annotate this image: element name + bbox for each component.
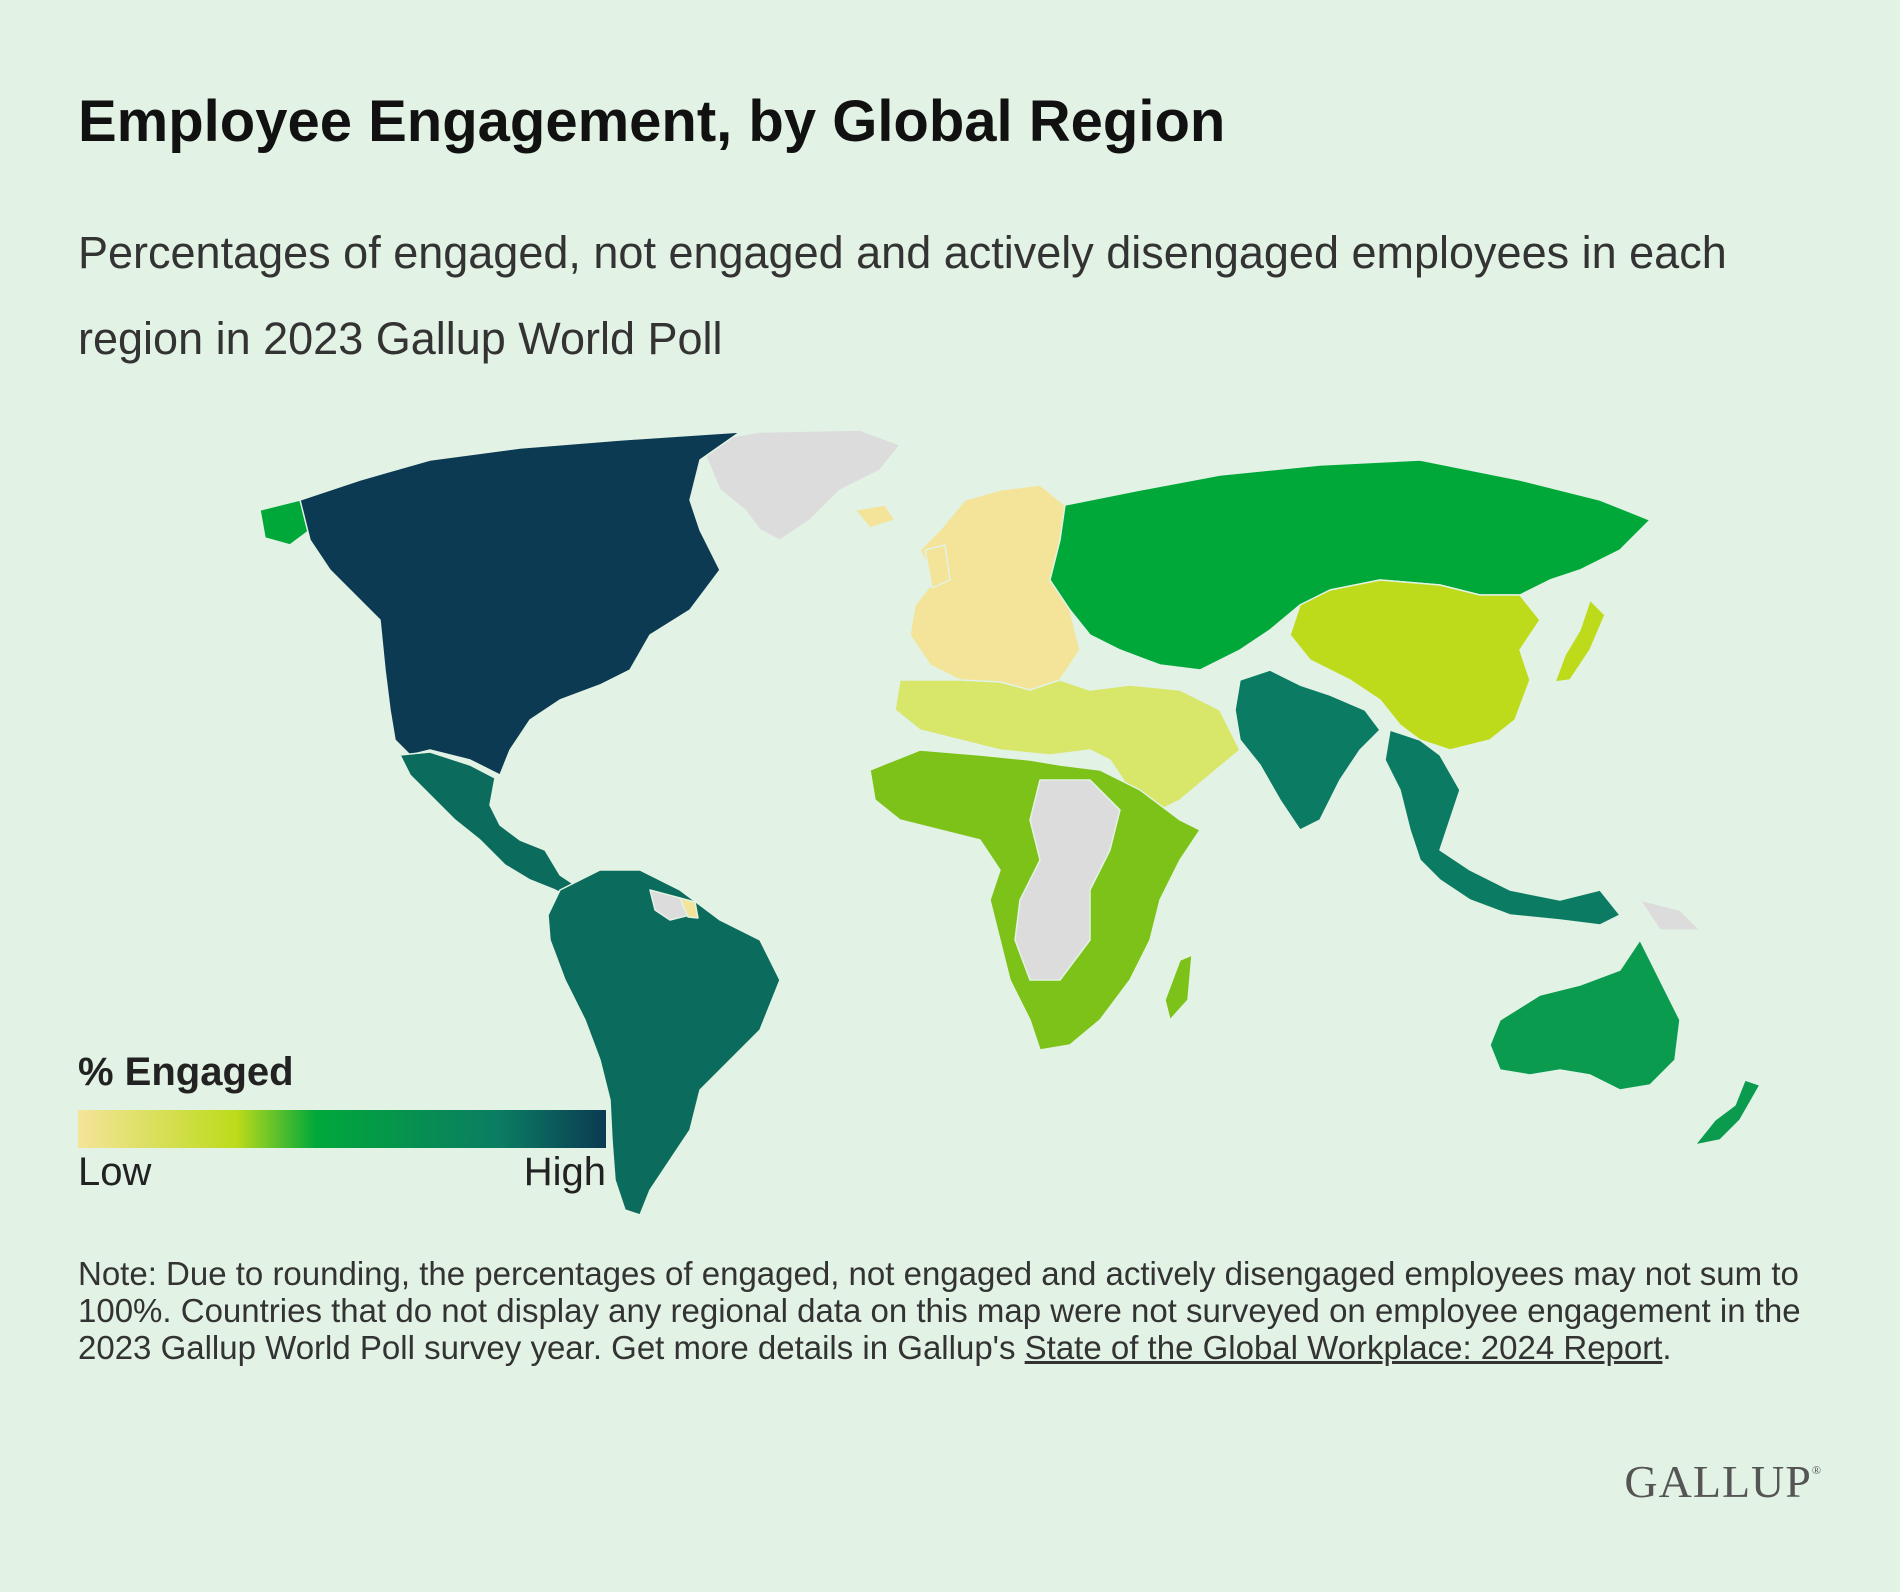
- gallup-logo-text: GALLUP: [1624, 1456, 1812, 1507]
- legend-high-label: High: [523, 1150, 606, 1194]
- map-region-png: [1639, 899, 1701, 931]
- footnote-end: .: [1662, 1329, 1672, 1366]
- report-link[interactable]: State of the Global Workplace: 2024 Repo…: [1024, 1329, 1663, 1366]
- map-region-south-asia: [1234, 669, 1381, 831]
- map-region-new-zealand: [1694, 1079, 1761, 1146]
- map-region-iceland: [854, 504, 896, 529]
- world-map: [259, 429, 1761, 1216]
- gallup-logo: GALLUP®: [1624, 1456, 1822, 1507]
- map-region-guianas: [649, 889, 691, 921]
- map-region-east-asia: [1289, 579, 1541, 751]
- chart-title: Employee Engagement, by Global Region: [78, 89, 1226, 154]
- map-region-guyana-small: [679, 897, 699, 919]
- footnote: Note: Due to rounding, the percentages o…: [78, 1255, 1838, 1366]
- map-region-alaska: [259, 499, 311, 546]
- map-region-japan: [1554, 599, 1606, 683]
- chart-subtitle: Percentages of engaged, not engaged and …: [78, 227, 1727, 364]
- map-region-southeast-asia: [1384, 729, 1621, 926]
- map-region-australia: [1489, 939, 1681, 1091]
- footnote-text: Note: Due to rounding, the percentages o…: [78, 1255, 1801, 1366]
- map-region-us-canada: [299, 431, 741, 776]
- map-region-madagascar: [1164, 954, 1193, 1021]
- legend-gradient-bar: [78, 1110, 606, 1148]
- legend-low-label: Low: [78, 1150, 152, 1194]
- map-region-mena: [894, 679, 1241, 816]
- map-region-south-america: [547, 869, 781, 1216]
- map-region-greenland: [699, 429, 901, 541]
- map-region-central-america: [399, 751, 591, 901]
- legend-title: % Engaged: [78, 1050, 294, 1094]
- map-region-uk: [924, 544, 951, 589]
- map-region-central-africa: [1014, 779, 1121, 981]
